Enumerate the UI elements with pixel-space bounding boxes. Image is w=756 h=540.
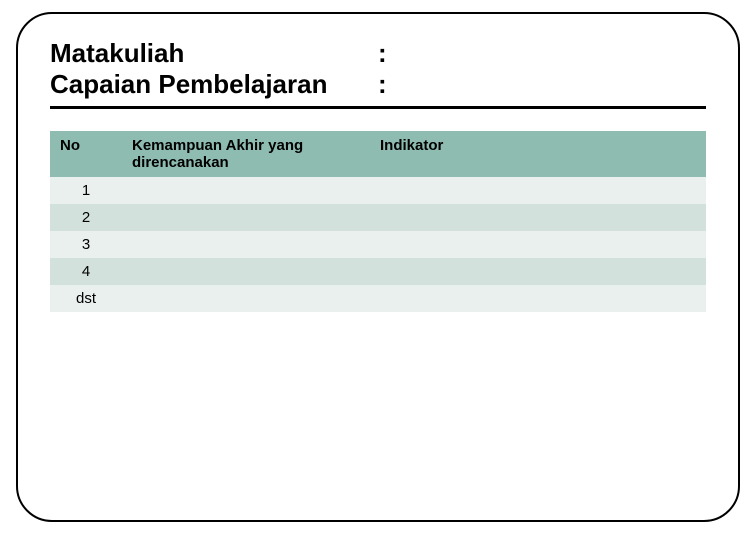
cell-no: 1 [50,177,122,204]
header-block: Matakuliah : Capaian Pembelajaran : [50,38,706,109]
table-row: 2 [50,204,706,231]
cell-indikator [370,204,706,231]
col-header-no: No [50,131,122,177]
cell-no: 3 [50,231,122,258]
cell-kemampuan [122,231,370,258]
plan-table: No Kemampuan Akhir yang direncanakan Ind… [50,131,706,312]
cell-kemampuan [122,258,370,285]
cell-no: dst [50,285,122,312]
table-row: 4 [50,258,706,285]
cell-kemampuan [122,204,370,231]
col-header-kemampuan: Kemampuan Akhir yang direncanakan [122,131,370,177]
cell-indikator [370,177,706,204]
table-row: 1 [50,177,706,204]
capaian-label: Capaian Pembelajaran [50,69,378,100]
header-row-capaian: Capaian Pembelajaran : [50,69,706,100]
slide-frame: Matakuliah : Capaian Pembelajaran : No K… [16,12,740,522]
table-row: 3 [50,231,706,258]
cell-kemampuan [122,177,370,204]
col-header-indikator: Indikator [370,131,706,177]
table-header-row: No Kemampuan Akhir yang direncanakan Ind… [50,131,706,177]
table-row: dst [50,285,706,312]
cell-indikator [370,258,706,285]
cell-kemampuan [122,285,370,312]
header-underline [50,106,706,109]
cell-indikator [370,285,706,312]
cell-no: 2 [50,204,122,231]
header-row-matakuliah: Matakuliah : [50,38,706,69]
capaian-separator: : [378,69,387,100]
cell-no: 4 [50,258,122,285]
cell-indikator [370,231,706,258]
matakuliah-label: Matakuliah [50,38,378,69]
matakuliah-separator: : [378,38,387,69]
